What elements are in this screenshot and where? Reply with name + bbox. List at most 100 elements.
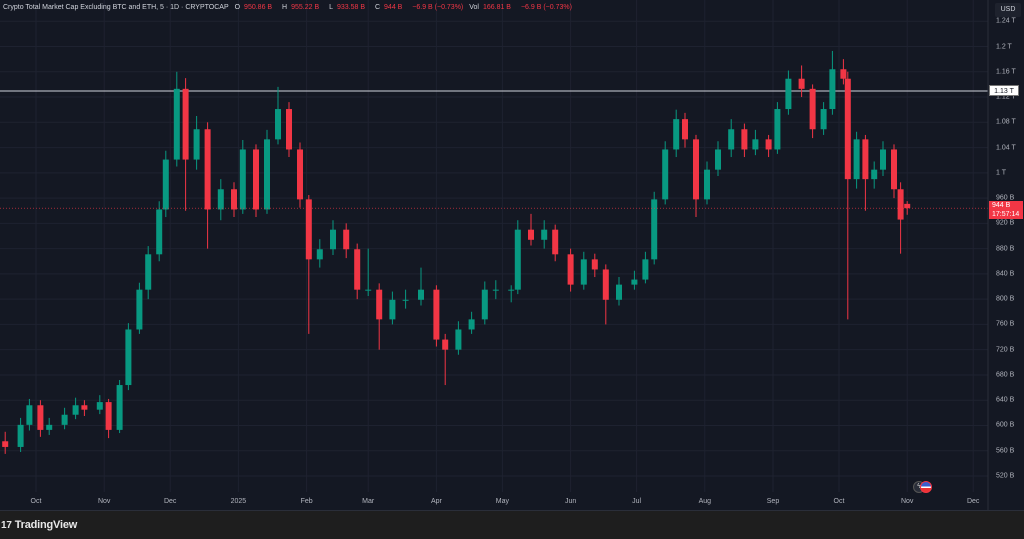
candle: [651, 191, 658, 265]
candle-body: [354, 249, 361, 290]
time-tick-label: Jun: [564, 498, 577, 505]
candle: [871, 161, 878, 189]
price-tick-label: 640 B: [996, 396, 1015, 404]
candle: [580, 251, 587, 290]
candle: [316, 239, 323, 268]
candle-body: [402, 299, 409, 301]
candle-body: [239, 149, 246, 210]
candle-body: [173, 88, 180, 160]
volume: Vol 166.81 B: [469, 4, 511, 11]
candle: [136, 282, 143, 334]
time-tick-label: Oct: [833, 498, 845, 505]
candle-body: [673, 119, 680, 150]
candle-body: [26, 405, 33, 425]
candle-body: [81, 405, 88, 410]
time-tick-label: 2025: [230, 498, 247, 505]
candle-body: [17, 424, 24, 447]
candle-body: [508, 289, 515, 291]
symbol-title[interactable]: Crypto Total Market Cap Excluding BTC an…: [3, 4, 229, 11]
candle-body: [105, 402, 112, 430]
tradingview-logo[interactable]: 17 TradingView: [1, 519, 78, 531]
candle-body: [162, 159, 169, 210]
candle-body: [286, 109, 292, 150]
time-tick-label: May: [495, 498, 510, 505]
candle: [96, 395, 103, 415]
candle: [862, 134, 869, 211]
candle-body: [829, 69, 836, 110]
candle: [468, 311, 475, 334]
candle-body: [774, 109, 781, 150]
candle-body: [492, 289, 499, 291]
time-tick-label: Oct: [30, 498, 42, 505]
candle: [182, 78, 189, 211]
candle-body: [715, 149, 721, 170]
candle: [455, 321, 462, 355]
price-tick-label: 1.2 T: [996, 43, 1012, 50]
time-tick-label: Sep: [766, 498, 780, 505]
candle: [567, 248, 574, 292]
candle: [433, 285, 440, 347]
time-tick-label: Dec: [966, 498, 980, 505]
candle-body: [514, 229, 521, 290]
candle-body: [840, 69, 847, 79]
us-flag-icon[interactable]: [920, 481, 932, 493]
candle-body: [765, 139, 772, 150]
last-price: 944 B: [992, 202, 1011, 209]
tradingview-logo-icon: 17: [1, 520, 12, 531]
candle-body: [2, 441, 9, 447]
candle-body: [253, 149, 259, 210]
candle: [402, 289, 409, 309]
price-tick-label: 1.16 T: [996, 68, 1016, 76]
currency-button[interactable]: USD: [995, 3, 1021, 17]
candle: [343, 223, 350, 259]
candle: [116, 379, 123, 434]
candle: [204, 122, 211, 249]
candle-body: [365, 289, 372, 291]
time-tick-label: Nov: [900, 498, 914, 505]
candle: [156, 201, 163, 262]
candle-body: [704, 169, 710, 200]
candle-body: [330, 229, 336, 250]
price-tick-label: 720 B: [996, 346, 1015, 354]
candle-body: [844, 78, 851, 180]
chart-pane[interactable]: Crypto Total Market Cap Excluding BTC an…: [0, 0, 1024, 510]
time-tick-label: Aug: [698, 498, 712, 505]
candle: [682, 112, 688, 148]
price-tick-label: 880 B: [996, 245, 1015, 253]
candle: [389, 291, 396, 325]
candle-body: [125, 329, 132, 386]
candle: [616, 277, 622, 306]
candle: [145, 246, 152, 300]
ohlc-open: O 950.86 B: [234, 4, 273, 11]
candle: [602, 264, 609, 325]
candle: [61, 407, 68, 430]
candle-body: [305, 199, 312, 260]
candle: [365, 248, 372, 296]
candle-body: [389, 299, 396, 320]
candle-body: [433, 289, 440, 340]
candle: [728, 119, 735, 158]
candle-body: [809, 88, 816, 130]
price-tick-label: 760 B: [996, 320, 1015, 328]
candle-body: [528, 229, 534, 240]
candle: [173, 71, 180, 167]
candle-body: [798, 78, 805, 89]
candle: [840, 59, 847, 85]
time-tick-label: Feb: [300, 498, 313, 505]
candle: [853, 131, 860, 189]
candle-body: [871, 169, 878, 180]
last-price-tag: 944 B 17:57:14: [989, 201, 1023, 219]
candle-body: [46, 424, 53, 430]
candle-body: [785, 78, 792, 110]
candle-body: [904, 203, 911, 209]
candle: [591, 253, 598, 278]
price-plot[interactable]: [0, 0, 1024, 510]
candle: [508, 285, 515, 303]
candle-body: [316, 249, 323, 260]
candle: [809, 84, 816, 139]
candle-body: [182, 88, 189, 160]
candle-body: [481, 289, 488, 320]
candle: [286, 102, 292, 158]
candle-body: [145, 254, 152, 290]
ohlc-high: H 955.22 B: [282, 4, 320, 11]
